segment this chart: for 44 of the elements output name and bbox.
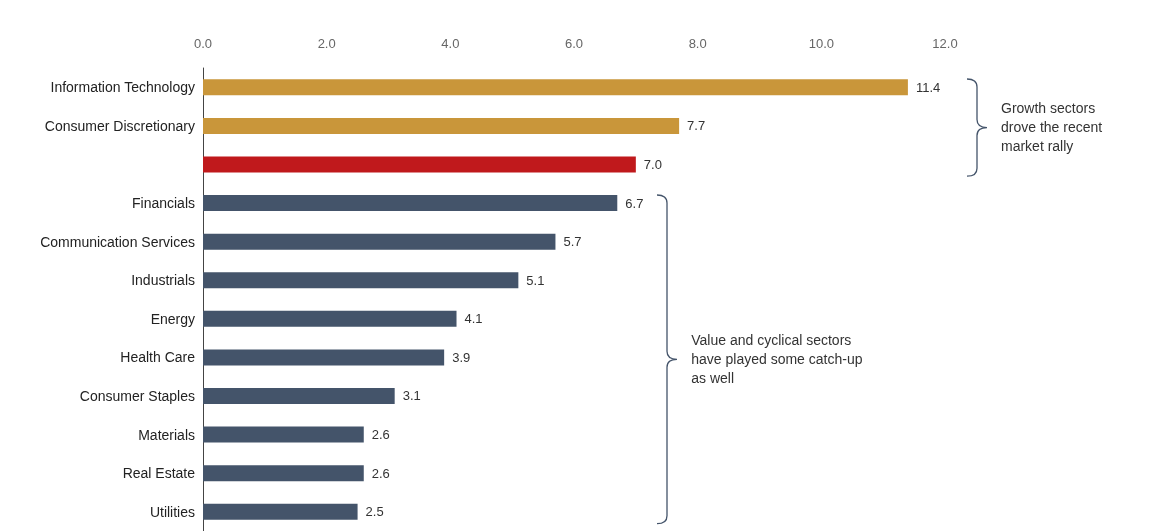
bar <box>203 426 364 443</box>
bar <box>203 387 395 404</box>
annotation: Value and cyclical sectors have played some catch-up as well <box>691 330 864 388</box>
bar <box>203 117 680 134</box>
x-tick-label: 4.0 <box>441 36 460 51</box>
x-tick-label: 0.0 <box>193 36 213 51</box>
data-label: 6.7 <box>625 195 644 211</box>
x-tick-label: 2.0 <box>317 36 336 51</box>
y-tick-label: Materials <box>138 426 195 443</box>
bar <box>203 310 457 327</box>
data-label: 7.0 <box>643 156 662 172</box>
text: Growth sectors drove the recent market rally <box>1001 99 1104 157</box>
bar <box>203 156 636 173</box>
x-tick-label: 12.0 <box>932 36 958 51</box>
data-label: 2.5 <box>365 504 384 520</box>
x-tick-label: 8.0 <box>688 36 707 51</box>
y-tick-label: Health Care <box>120 349 196 366</box>
y-tick-label: Consumer Staples <box>79 387 195 404</box>
data-label: 2.6 <box>371 465 390 481</box>
y-tick-label: Utilities <box>149 503 195 520</box>
data-label: 5.1 <box>526 272 545 288</box>
x-tick-label: 10.0 <box>808 36 834 51</box>
data-label: 7.7 <box>687 118 706 134</box>
bar <box>203 465 364 482</box>
y-tick-label: Communication Services <box>40 233 195 250</box>
data-label: 11.4 <box>915 79 941 95</box>
data-label: 4.1 <box>464 311 483 327</box>
y-tick-label: Industrials <box>131 272 195 289</box>
bar <box>203 272 519 289</box>
bar <box>203 349 445 366</box>
data-label: 3.9 <box>452 349 471 365</box>
y-tick-label: Information Technology <box>50 79 195 96</box>
y-tick-label: Real Estate <box>122 465 196 482</box>
bar <box>203 195 618 212</box>
data-label: 2.6 <box>371 427 390 443</box>
y-tick-label: Financials <box>131 195 195 212</box>
bar <box>203 503 358 520</box>
y-tick-label: Energy <box>150 310 195 327</box>
bar <box>203 79 908 96</box>
bar <box>203 233 556 250</box>
x-tick-label: 6.0 <box>564 36 584 51</box>
y-tick-label: Consumer Discretionary <box>44 117 195 134</box>
data-label: 5.7 <box>563 234 582 250</box>
data-label: 3.1 <box>402 388 421 404</box>
